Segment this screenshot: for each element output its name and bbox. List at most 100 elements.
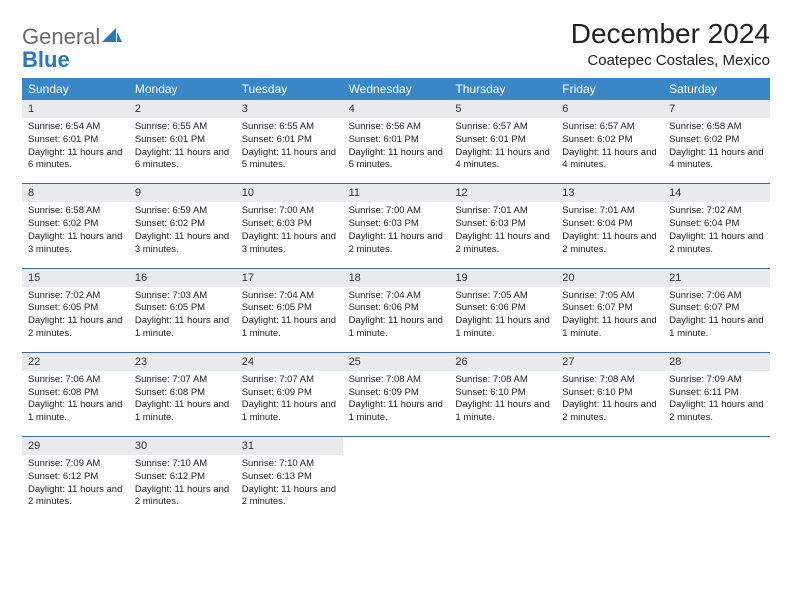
sunrise-line: Sunrise: 7:02 AM bbox=[669, 205, 764, 218]
sunrise-line: Sunrise: 7:05 AM bbox=[562, 290, 657, 303]
day-body: Sunrise: 7:00 AMSunset: 6:03 PMDaylight:… bbox=[236, 202, 343, 260]
sail-icon bbox=[102, 28, 122, 44]
dow-tuesday: Tuesday bbox=[236, 78, 343, 100]
daylight-line: Daylight: 11 hours and 2 minutes. bbox=[242, 484, 337, 510]
daylight-line: Daylight: 11 hours and 2 minutes. bbox=[669, 231, 764, 257]
daylight-line: Daylight: 11 hours and 4 minutes. bbox=[562, 147, 657, 173]
day-cell: 9Sunrise: 6:59 AMSunset: 6:02 PMDaylight… bbox=[129, 184, 236, 260]
sunrise-line: Sunrise: 7:08 AM bbox=[349, 374, 444, 387]
day-cell: 26Sunrise: 7:08 AMSunset: 6:10 PMDayligh… bbox=[449, 353, 556, 429]
day-body: Sunrise: 7:04 AMSunset: 6:06 PMDaylight:… bbox=[343, 287, 450, 345]
day-body: Sunrise: 6:58 AMSunset: 6:02 PMDaylight:… bbox=[22, 202, 129, 260]
sunrise-line: Sunrise: 6:55 AM bbox=[242, 121, 337, 134]
sunrise-line: Sunrise: 7:02 AM bbox=[28, 290, 123, 303]
sunset-line: Sunset: 6:10 PM bbox=[455, 387, 550, 400]
sunrise-line: Sunrise: 6:57 AM bbox=[455, 121, 550, 134]
empty-cell bbox=[556, 437, 663, 513]
sunset-line: Sunset: 6:01 PM bbox=[455, 134, 550, 147]
sunset-line: Sunset: 6:08 PM bbox=[28, 387, 123, 400]
daylight-line: Daylight: 11 hours and 1 minute. bbox=[349, 399, 444, 425]
dow-monday: Monday bbox=[129, 78, 236, 100]
dow-row: Sunday Monday Tuesday Wednesday Thursday… bbox=[22, 78, 770, 100]
sunrise-line: Sunrise: 7:01 AM bbox=[562, 205, 657, 218]
sunrise-line: Sunrise: 7:07 AM bbox=[242, 374, 337, 387]
sunrise-line: Sunrise: 7:10 AM bbox=[135, 458, 230, 471]
sunrise-line: Sunrise: 7:06 AM bbox=[28, 374, 123, 387]
day-body: Sunrise: 7:00 AMSunset: 6:03 PMDaylight:… bbox=[343, 202, 450, 260]
day-cell: 12Sunrise: 7:01 AMSunset: 6:03 PMDayligh… bbox=[449, 184, 556, 260]
daylight-line: Daylight: 11 hours and 6 minutes. bbox=[28, 147, 123, 173]
sunset-line: Sunset: 6:08 PM bbox=[135, 387, 230, 400]
sunrise-line: Sunrise: 6:56 AM bbox=[349, 121, 444, 134]
week-row: 8Sunrise: 6:58 AMSunset: 6:02 PMDaylight… bbox=[22, 183, 770, 260]
header: General Blue December 2024 Coatepec Cost… bbox=[22, 18, 770, 72]
day-body: Sunrise: 6:54 AMSunset: 6:01 PMDaylight:… bbox=[22, 118, 129, 176]
daylight-line: Daylight: 11 hours and 1 minute. bbox=[349, 315, 444, 341]
sunset-line: Sunset: 6:07 PM bbox=[669, 302, 764, 315]
sunrise-line: Sunrise: 6:59 AM bbox=[135, 205, 230, 218]
day-number: 16 bbox=[129, 269, 236, 287]
day-number: 2 bbox=[129, 100, 236, 118]
day-number: 17 bbox=[236, 269, 343, 287]
sunset-line: Sunset: 6:13 PM bbox=[242, 471, 337, 484]
day-number: 9 bbox=[129, 184, 236, 202]
day-number: 29 bbox=[22, 437, 129, 455]
dow-saturday: Saturday bbox=[663, 78, 770, 100]
day-cell: 22Sunrise: 7:06 AMSunset: 6:08 PMDayligh… bbox=[22, 353, 129, 429]
day-body: Sunrise: 7:01 AMSunset: 6:03 PMDaylight:… bbox=[449, 202, 556, 260]
day-number: 18 bbox=[343, 269, 450, 287]
sunset-line: Sunset: 6:03 PM bbox=[349, 218, 444, 231]
sunrise-line: Sunrise: 6:55 AM bbox=[135, 121, 230, 134]
day-number: 27 bbox=[556, 353, 663, 371]
daylight-line: Daylight: 11 hours and 2 minutes. bbox=[669, 399, 764, 425]
day-body: Sunrise: 7:08 AMSunset: 6:10 PMDaylight:… bbox=[556, 371, 663, 429]
month-title: December 2024 bbox=[571, 18, 770, 50]
dow-sunday: Sunday bbox=[22, 78, 129, 100]
sunset-line: Sunset: 6:01 PM bbox=[242, 134, 337, 147]
day-number: 25 bbox=[343, 353, 450, 371]
week-row: 29Sunrise: 7:09 AMSunset: 6:12 PMDayligh… bbox=[22, 436, 770, 513]
day-number: 30 bbox=[129, 437, 236, 455]
daylight-line: Daylight: 11 hours and 3 minutes. bbox=[135, 231, 230, 257]
day-cell: 2Sunrise: 6:55 AMSunset: 6:01 PMDaylight… bbox=[129, 100, 236, 176]
location: Coatepec Costales, Mexico bbox=[571, 52, 770, 69]
day-number: 6 bbox=[556, 100, 663, 118]
sunrise-line: Sunrise: 7:03 AM bbox=[135, 290, 230, 303]
day-cell: 11Sunrise: 7:00 AMSunset: 6:03 PMDayligh… bbox=[343, 184, 450, 260]
daylight-line: Daylight: 11 hours and 1 minute. bbox=[135, 399, 230, 425]
day-number: 7 bbox=[663, 100, 770, 118]
empty-cell bbox=[449, 437, 556, 513]
sunset-line: Sunset: 6:04 PM bbox=[562, 218, 657, 231]
day-body: Sunrise: 7:06 AMSunset: 6:07 PMDaylight:… bbox=[663, 287, 770, 345]
sunset-line: Sunset: 6:05 PM bbox=[28, 302, 123, 315]
week-row: 1Sunrise: 6:54 AMSunset: 6:01 PMDaylight… bbox=[22, 100, 770, 176]
day-body: Sunrise: 7:09 AMSunset: 6:11 PMDaylight:… bbox=[663, 371, 770, 429]
sunrise-line: Sunrise: 7:00 AM bbox=[349, 205, 444, 218]
title-block: December 2024 Coatepec Costales, Mexico bbox=[571, 18, 770, 69]
sunset-line: Sunset: 6:06 PM bbox=[455, 302, 550, 315]
page: General Blue December 2024 Coatepec Cost… bbox=[0, 0, 792, 531]
dow-thursday: Thursday bbox=[449, 78, 556, 100]
sunrise-line: Sunrise: 7:01 AM bbox=[455, 205, 550, 218]
day-cell: 21Sunrise: 7:06 AMSunset: 6:07 PMDayligh… bbox=[663, 269, 770, 345]
daylight-line: Daylight: 11 hours and 1 minute. bbox=[455, 399, 550, 425]
sunset-line: Sunset: 6:12 PM bbox=[28, 471, 123, 484]
day-body: Sunrise: 7:05 AMSunset: 6:07 PMDaylight:… bbox=[556, 287, 663, 345]
daylight-line: Daylight: 11 hours and 5 minutes. bbox=[349, 147, 444, 173]
logo-text-wrap: General Blue bbox=[22, 26, 122, 72]
day-number: 5 bbox=[449, 100, 556, 118]
day-cell: 8Sunrise: 6:58 AMSunset: 6:02 PMDaylight… bbox=[22, 184, 129, 260]
sunset-line: Sunset: 6:10 PM bbox=[562, 387, 657, 400]
day-body: Sunrise: 6:55 AMSunset: 6:01 PMDaylight:… bbox=[129, 118, 236, 176]
calendar: Sunday Monday Tuesday Wednesday Thursday… bbox=[22, 78, 770, 513]
daylight-line: Daylight: 11 hours and 2 minutes. bbox=[349, 231, 444, 257]
daylight-line: Daylight: 11 hours and 4 minutes. bbox=[669, 147, 764, 173]
day-body: Sunrise: 6:58 AMSunset: 6:02 PMDaylight:… bbox=[663, 118, 770, 176]
daylight-line: Daylight: 11 hours and 2 minutes. bbox=[562, 231, 657, 257]
sunrise-line: Sunrise: 7:10 AM bbox=[242, 458, 337, 471]
sunrise-line: Sunrise: 6:54 AM bbox=[28, 121, 123, 134]
sunrise-line: Sunrise: 7:09 AM bbox=[669, 374, 764, 387]
sunset-line: Sunset: 6:03 PM bbox=[455, 218, 550, 231]
daylight-line: Daylight: 11 hours and 2 minutes. bbox=[135, 484, 230, 510]
sunset-line: Sunset: 6:11 PM bbox=[669, 387, 764, 400]
